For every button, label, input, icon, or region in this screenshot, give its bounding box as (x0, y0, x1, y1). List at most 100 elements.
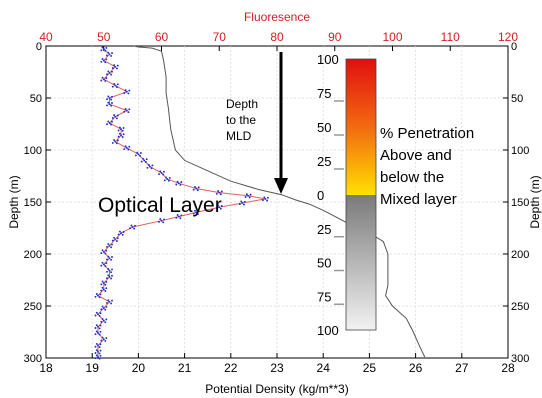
fluorescence-data-point (101, 336, 104, 339)
fluorescence-data-point (95, 324, 98, 327)
fluorescence-data-point (95, 311, 98, 314)
colorbar-label-upper: 75 (317, 86, 331, 101)
fluorescence-data-point (177, 215, 180, 218)
fluorescence-data-point (180, 214, 183, 217)
fluorescence-data-point (107, 51, 110, 54)
fluorescence-data-point (118, 132, 121, 135)
fluorescence-data-point (115, 142, 118, 145)
fluorescence-data-point (99, 324, 102, 327)
right-axis-tick-label: 150 (511, 197, 529, 209)
fluorescence-data-point (104, 49, 107, 52)
fluorescence-data-point (102, 338, 105, 341)
fluorescence-data-point (100, 79, 103, 82)
fluorescence-data-point (111, 52, 113, 55)
fluorescence-data-point (114, 140, 117, 143)
fluorescence-data-point (105, 305, 108, 308)
fluorescence-data-point (167, 179, 170, 182)
fluorescence-data-point (101, 249, 104, 252)
fluorescence-data-point (106, 302, 108, 304)
fluorescence-data-point (100, 289, 103, 292)
fluorescence-data-point (220, 190, 223, 193)
fluorescence-data-point (105, 249, 108, 252)
fluorescence-data-point (160, 171, 163, 174)
fluorescence-data-point (105, 58, 108, 61)
fluorescence-data-point (124, 89, 127, 92)
fluorescence-data-point (192, 212, 195, 215)
fluorescence-data-point (108, 97, 111, 99)
top-axis-title: Fluoresence (244, 10, 310, 24)
depth-label-line-3: MLD (226, 129, 252, 143)
fluorescence-data-point (120, 232, 123, 235)
fluorescence-data-point (106, 123, 108, 126)
bottom-axis-tick-label: 26 (409, 361, 423, 375)
left-axis-tick-label: 150 (24, 197, 42, 209)
colorbar-labels: 100 75 50 25 0 25 50 75 100 (317, 52, 344, 338)
penetration-label: % Penetration Above and below the Mixed … (380, 125, 474, 208)
fluorescence-data-point (116, 139, 119, 142)
fluorescence-data-point (148, 165, 151, 168)
fluorescence-data-point (99, 354, 102, 357)
fluorescence-data-point (122, 231, 125, 233)
fluorescence-data-point (113, 114, 116, 117)
fluorescence-data-point (136, 151, 139, 154)
fluorescence-data-point (129, 227, 132, 230)
fluorescence-data-point (98, 333, 101, 336)
fluorescence-data-point (196, 213, 199, 215)
fluorescence-data-point (95, 330, 98, 333)
fluorescence-data-point (100, 49, 103, 52)
fluorescence-data-point (106, 104, 108, 107)
right-axis-ticks: 0 50 100 150 200 250 300 (503, 41, 529, 365)
depth-to-mld-label: Depth to the MLD (226, 97, 258, 143)
fluorescence-data-point (116, 83, 119, 86)
fluorescence-data-point (106, 54, 108, 57)
bottom-axis-tick-label: 24 (317, 361, 331, 375)
right-axis-tick-label: 200 (511, 249, 529, 261)
fluorescence-data-point (100, 60, 103, 63)
fluorescence-data-point (101, 76, 104, 79)
fluorescence-data-point (107, 268, 110, 270)
fluorescence-data-point (147, 164, 150, 166)
depth-label-line-1: Depth (226, 97, 258, 111)
fluorescence-data-point (102, 263, 105, 266)
fluorescence-data-point (123, 148, 126, 151)
fluorescence-data-point (94, 357, 97, 360)
fluorescence-data-point (134, 154, 137, 157)
left-axis-tick-label: 50 (30, 93, 42, 105)
fluorescence-data-point (98, 346, 101, 349)
bottom-axis-tick-label: 25 (363, 361, 377, 375)
fluorescence-data-point (111, 116, 114, 119)
fluorescence-data-point (104, 283, 107, 286)
fluorescence-data-point (127, 92, 130, 95)
fluorescence-data-point (102, 78, 105, 81)
mld-arrow (274, 52, 288, 194)
fluorescence-data-point (105, 280, 108, 283)
left-axis-tick-label: 300 (24, 353, 42, 365)
fluorescence-data-point (106, 258, 108, 261)
depth-label-line-2: to the (226, 113, 256, 127)
density-series-line (133, 45, 426, 358)
fluorescence-data-point (106, 270, 108, 273)
fluorescence-data-point (245, 193, 248, 196)
fluorescence-data-point (104, 321, 107, 324)
fluorescence-data-point (127, 148, 130, 151)
penetration-line-2: Above and (380, 147, 452, 164)
fluorescence-data-point (111, 102, 113, 104)
fluorescence-data-point (120, 128, 123, 131)
fluorescence-data-point (111, 120, 113, 123)
fluorescence-data-point (159, 170, 162, 173)
fluorescence-data-point (197, 186, 200, 189)
fluorescence-data-point (110, 104, 113, 107)
fluorescence-data-point (215, 192, 218, 195)
penetration-line-4: Mixed layer (380, 191, 457, 208)
bottom-axis-tick-label: 20 (132, 361, 146, 375)
fluorescence-data-point (162, 221, 165, 224)
fluorescence-data-point (101, 280, 104, 283)
fluorescence-data-point (177, 182, 180, 185)
colorbar-label-upper: 0 (317, 188, 324, 203)
fluorescence-series-line (97, 48, 266, 357)
bottom-axis-tick-label: 23 (270, 361, 284, 375)
penetration-line-1: % Penetration (380, 125, 474, 142)
fluorescence-data-point (145, 158, 148, 161)
fluorescence-data-point (219, 193, 222, 196)
